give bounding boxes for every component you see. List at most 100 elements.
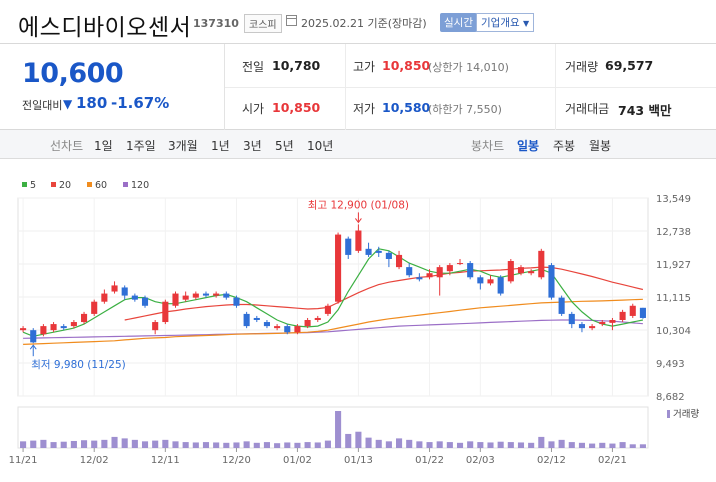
candle-body: [50, 324, 57, 331]
low-value: 10,580: [382, 100, 431, 115]
volume-legend-swatch: [667, 410, 670, 418]
volume-bar: [223, 442, 230, 448]
period-10y[interactable]: 10년: [307, 139, 334, 153]
candle-body: [213, 293, 220, 296]
candle-body: [314, 317, 321, 321]
change-rate: -1.67%: [111, 94, 170, 112]
volume-bar: [578, 442, 585, 448]
candle-body: [548, 265, 555, 298]
x-tick-label: 02/03: [466, 455, 495, 466]
candle-body: [101, 293, 108, 302]
volume-bar: [81, 440, 88, 448]
period-3m[interactable]: 3개월: [168, 139, 198, 153]
price-panel: 10,600 전일대비 ▼ 180 -1.67% 전일 10,780 고가 10…: [0, 44, 716, 130]
x-tick-label: 12/11: [151, 455, 180, 466]
legend-swatch: [51, 182, 56, 187]
volume-value: 69,577: [605, 58, 654, 73]
candle-body: [477, 277, 484, 284]
candle-body: [324, 305, 331, 314]
low-label: 저가: [353, 102, 376, 116]
volume-bar: [30, 440, 37, 448]
volume-bar: [243, 441, 250, 448]
volume-bar: [101, 439, 108, 448]
volume-bar: [497, 441, 504, 448]
volume-bar: [263, 442, 270, 448]
lower-limit: (하한가 7,550): [428, 103, 502, 116]
volume-bar: [528, 442, 535, 448]
candle-body: [629, 305, 636, 316]
candle-body: [60, 326, 67, 329]
low-arrow-head: [29, 344, 37, 350]
line-chart-label[interactable]: 선차트: [50, 139, 84, 153]
current-price-box: 10,600 전일대비 ▼ 180 -1.67%: [0, 44, 225, 130]
candle-chart-label[interactable]: 봉차트: [471, 139, 505, 153]
candle-body: [192, 293, 199, 298]
candle-body: [20, 328, 27, 331]
prev-close-value: 10,780: [272, 58, 321, 73]
stock-code: 137310: [193, 17, 239, 30]
volume-bar: [213, 442, 220, 448]
volume-bar: [619, 442, 626, 448]
period-1y[interactable]: 1년: [211, 139, 230, 153]
candle-body: [202, 293, 210, 296]
volume-bar: [396, 438, 403, 448]
candle-weekly[interactable]: 주봉: [553, 139, 576, 153]
candlestick-chart-svg[interactable]: 13,549 12,738 11,927 11,115 10,304 9,493 8,682…: [0, 159, 716, 478]
legend-swatch: [123, 182, 128, 187]
candle-body: [162, 301, 169, 323]
x-tick-label: 01/13: [344, 455, 373, 466]
volume-bar: [406, 439, 413, 448]
volume-bar: [192, 442, 199, 448]
x-tick-label: 12/02: [80, 455, 109, 466]
volume-bar: [121, 438, 128, 448]
x-tick-label: 01/02: [283, 455, 312, 466]
volume-bar: [548, 441, 555, 448]
candle-body: [467, 263, 474, 278]
candle-body: [487, 279, 494, 284]
volume-bar: [385, 441, 392, 448]
candle-body: [589, 326, 596, 329]
current-price: 10,600: [22, 58, 124, 89]
period-1w[interactable]: 1주일: [126, 139, 156, 153]
volume-bar: [253, 442, 260, 448]
candle-body: [528, 271, 535, 274]
upper-limit: (상한가 14,010): [428, 61, 509, 74]
period-5y[interactable]: 5년: [275, 139, 294, 153]
candle-body: [355, 230, 362, 251]
realtime-button[interactable]: 실시간: [440, 13, 477, 32]
candle-body: [284, 326, 291, 333]
corp-info-dropdown[interactable]: 기업개요 ▼: [476, 13, 535, 32]
period-1d[interactable]: 1일: [94, 139, 113, 153]
legend-label: 60: [95, 180, 107, 191]
volume-bar: [131, 439, 138, 448]
market-badge: 코스피: [244, 14, 282, 33]
volume-bar: [446, 442, 453, 448]
price-chart[interactable]: 13,549 12,738 11,927 11,115 10,304 9,493 8,682…: [0, 159, 716, 478]
volume-bar: [487, 442, 494, 448]
candle-body: [223, 293, 230, 298]
high-arrow-head: [355, 218, 362, 224]
volume-label: 거래량: [565, 60, 599, 74]
volume-bar: [233, 442, 240, 448]
candle-body: [375, 250, 382, 253]
period-3y[interactable]: 3년: [243, 139, 262, 153]
candle-body: [81, 313, 88, 323]
volume-bar: [375, 439, 382, 448]
x-tick-label: 01/22: [415, 455, 444, 466]
candle-daily[interactable]: 일봉: [517, 139, 540, 153]
candle-body: [131, 295, 138, 300]
volume-bar: [304, 442, 311, 448]
candle-monthly[interactable]: 월봉: [589, 139, 612, 153]
volume-bar: [91, 440, 98, 448]
candle-body: [304, 320, 311, 327]
ma120-line: [23, 319, 643, 339]
volume-bar: [599, 442, 606, 448]
candle-body: [30, 330, 37, 343]
candle-body: [274, 326, 281, 329]
ma60-line: [23, 298, 643, 345]
stats-col-divider: [555, 44, 556, 130]
volume-bar: [324, 440, 331, 448]
volume-bar: [335, 411, 342, 448]
high-value: 10,850: [382, 58, 431, 73]
candle-body: [426, 273, 433, 278]
